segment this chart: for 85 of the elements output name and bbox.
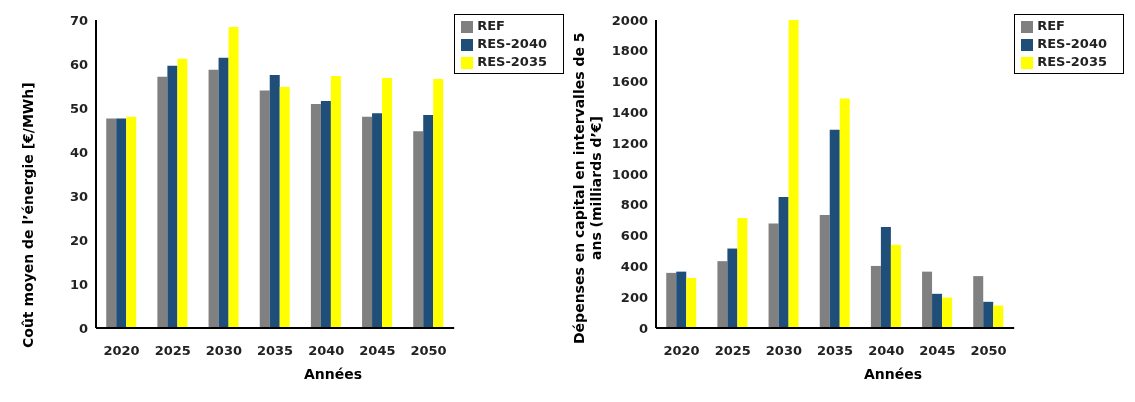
bar <box>413 131 424 328</box>
bar <box>433 78 444 328</box>
bar <box>768 223 779 328</box>
y-tick-label: 1600 <box>611 74 648 90</box>
x-tick-label: 2050 <box>970 343 1007 359</box>
x-tick-label: 2040 <box>308 343 345 359</box>
legend-label: RES-2040 <box>1037 36 1107 51</box>
bar <box>932 293 943 328</box>
bar <box>788 20 799 328</box>
x-tick-label: 2040 <box>868 343 905 359</box>
bar <box>922 271 933 328</box>
bar <box>890 244 901 328</box>
legend-label: RES-2035 <box>477 54 547 69</box>
x-tick-label: 2050 <box>410 343 447 359</box>
y-tick-label: 10 <box>69 276 88 292</box>
x-tick-label: 2030 <box>765 343 803 359</box>
y-tick-label: 400 <box>620 259 648 275</box>
y-tick-label: 20 <box>69 232 88 248</box>
bar <box>259 90 270 328</box>
legend-label: REF <box>477 18 505 33</box>
bar <box>819 215 830 328</box>
x-tick-label: 2025 <box>154 343 191 359</box>
bar <box>666 272 677 328</box>
bar <box>686 277 697 328</box>
y-tick-label: 1400 <box>611 105 648 121</box>
y-tick-label: 2000 <box>611 12 648 28</box>
legend-label: RES-2035 <box>1037 54 1107 69</box>
legend-label: RES-2040 <box>477 36 547 51</box>
bar <box>126 116 137 328</box>
x-tick-label: 2020 <box>663 343 700 359</box>
bar <box>839 98 850 328</box>
bar <box>676 271 687 328</box>
y-tick-label: 1000 <box>611 166 648 182</box>
bar <box>320 100 331 328</box>
bar <box>870 265 881 328</box>
bar <box>829 129 840 328</box>
y-tick-label: 1800 <box>611 43 648 59</box>
bar <box>167 65 178 328</box>
x-axis-title: Années <box>302 366 364 382</box>
bar <box>880 226 891 328</box>
bar <box>106 118 117 328</box>
bar <box>423 115 434 328</box>
y-tick-label: 30 <box>69 188 88 204</box>
y-tick-label: 60 <box>69 56 88 72</box>
legend-label: REF <box>1037 18 1065 33</box>
bar <box>727 248 738 328</box>
y-tick-label: 50 <box>69 100 88 116</box>
bar <box>942 297 953 328</box>
bar <box>983 301 994 328</box>
bar <box>157 76 168 328</box>
x-axis-title: Années <box>862 366 924 382</box>
y-tick-label: 70 <box>69 12 88 28</box>
y-tick-label: 40 <box>69 144 88 160</box>
bar <box>330 75 341 328</box>
y-tick-label: 600 <box>620 228 648 244</box>
y-tick-label: 200 <box>620 289 648 305</box>
bar <box>310 104 321 328</box>
x-tick-label: 2045 <box>359 343 396 359</box>
bar <box>177 58 188 328</box>
bar <box>973 276 984 328</box>
x-tick-label: 2025 <box>714 343 751 359</box>
bar <box>116 118 127 328</box>
bar <box>279 86 290 328</box>
bar <box>269 75 280 328</box>
bar <box>737 217 748 328</box>
bar <box>218 57 229 328</box>
y-axis-title: Dépenses en capital en intervalles de 5 ans (milliards d’€] <box>570 31 605 346</box>
x-tick-label: 2035 <box>256 343 294 359</box>
bar <box>228 27 239 328</box>
y-tick-label: 0 <box>638 320 648 336</box>
bar <box>717 261 728 328</box>
x-tick-label: 2035 <box>816 343 854 359</box>
bar <box>208 69 219 328</box>
y-tick-label: 0 <box>78 320 88 336</box>
bar <box>382 78 393 328</box>
bar <box>778 196 789 328</box>
x-tick-label: 2030 <box>205 343 243 359</box>
x-tick-label: 2020 <box>103 343 140 359</box>
y-tick-label: 1200 <box>611 135 648 151</box>
bar <box>362 116 373 328</box>
bar <box>993 305 1004 328</box>
x-tick-label: 2045 <box>919 343 956 359</box>
y-axis-title: Coût moyen de l’énergie [€/MWh] <box>18 81 37 348</box>
y-tick-label: 800 <box>620 197 648 213</box>
bar <box>372 113 383 328</box>
